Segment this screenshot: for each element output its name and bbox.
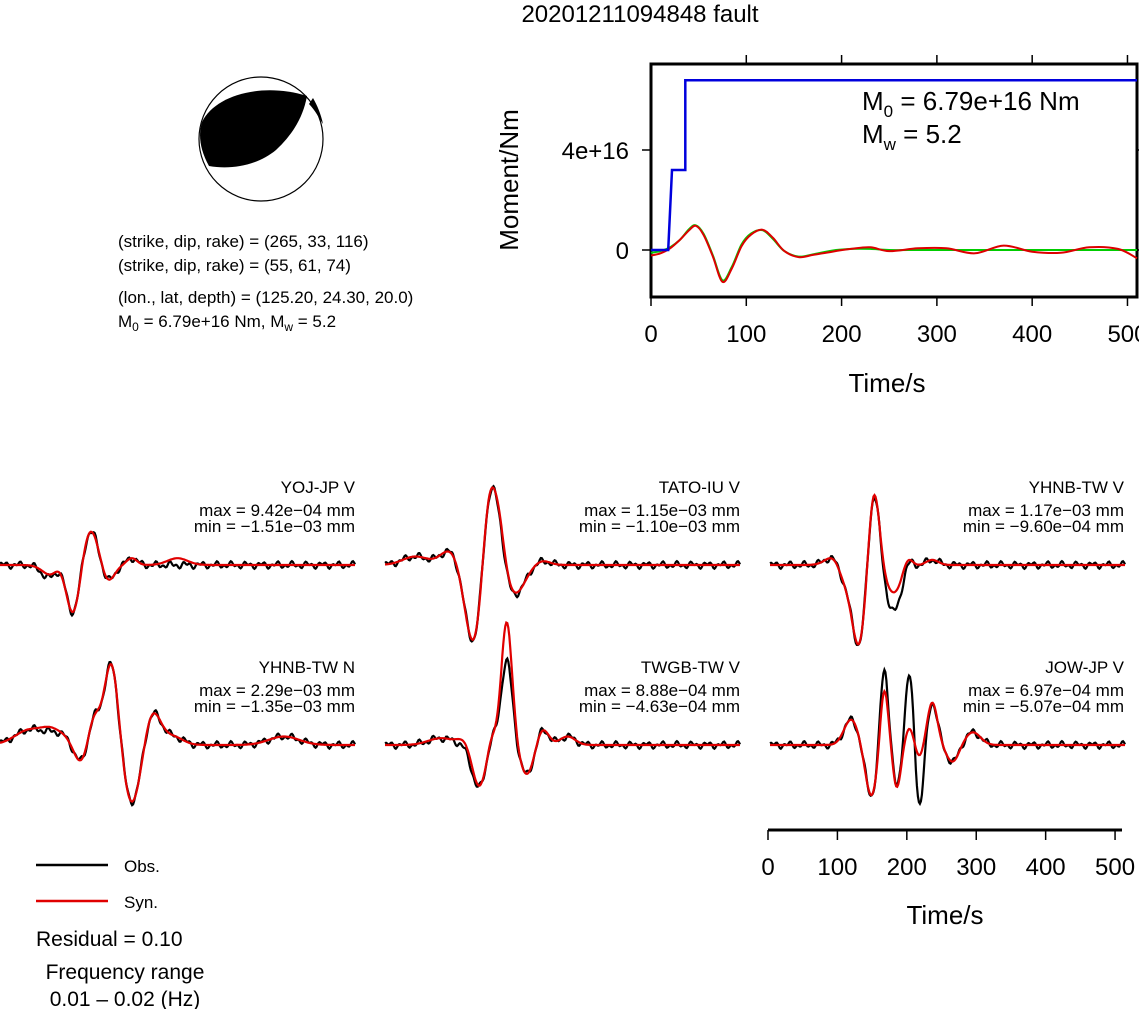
- station-label: TATO-IU V: [659, 478, 741, 497]
- frequency-range-value: 0.01 – 0.02 (Hz): [50, 988, 201, 1009]
- station-max: max = 2.29e−03 mm: [199, 681, 355, 700]
- station-max: max = 9.42e−04 mm: [199, 501, 355, 520]
- moment-x-tick-label: 300: [917, 321, 957, 348]
- station-min: min = −1.10e−03 mm: [579, 517, 740, 536]
- location-label: (lon., lat, depth) = (125.20, 24.30, 20.…: [118, 288, 413, 307]
- beachball: [198, 76, 324, 202]
- station-label: JOW-JP V: [1045, 658, 1124, 677]
- waveform-x-tick-label: 0: [761, 854, 774, 881]
- moment-x-tick-label: 0: [644, 321, 657, 348]
- synthetic-trace: [0, 530, 355, 614]
- moment-axes: 0 100 200 300 400 500 0 4e+16: [562, 55, 1139, 348]
- station-min: min = −1.35e−03 mm: [194, 697, 355, 716]
- moment-y-label: Moment/Nm: [494, 109, 524, 251]
- station-min: min = −1.51e−03 mm: [194, 517, 355, 536]
- moment-x-tick-label: 100: [726, 321, 766, 348]
- station-min: min = −5.07e−04 mm: [963, 697, 1124, 716]
- station-max: max = 1.15e−03 mm: [584, 501, 740, 520]
- nodal-plane-2: (strike, dip, rake) = (55, 61, 74): [118, 256, 351, 275]
- waveform-x-tick-label: 500: [1095, 854, 1135, 881]
- station-label: TWGB-TW V: [641, 658, 741, 677]
- residual-label: Residual = 0.10: [36, 928, 183, 951]
- synthetic-trace: [385, 621, 740, 787]
- station-max: max = 1.17e−03 mm: [968, 501, 1124, 520]
- waveform-x-tick-label: 300: [956, 854, 996, 881]
- station-label: YHNB-TW V: [1029, 478, 1125, 497]
- stf-synthetic-line: [650, 224, 1138, 284]
- waveform-x-tick-label: 200: [887, 854, 927, 881]
- station-max: max = 8.88e−04 mm: [584, 681, 740, 700]
- synthetic-trace: [384, 486, 740, 642]
- frequency-range-title: Frequency range: [46, 961, 205, 984]
- station-label: YHNB-TW N: [259, 658, 355, 677]
- synthetic-trace: [0, 662, 355, 803]
- moment-x-tick-label: 500: [1107, 321, 1139, 348]
- station-min: min = −9.60e−04 mm: [963, 517, 1124, 536]
- beachball-compression-area: [200, 90, 307, 168]
- moment-x-tick-label: 400: [1012, 321, 1052, 348]
- moment-plot: 010020030040050004e+16 M0 = 6.79e+16 Nm …: [494, 55, 1139, 398]
- waveform-x-label: Time/s: [906, 900, 983, 930]
- moment-y-tick-label: 4e+16: [562, 138, 629, 165]
- waveform-x-tick-label: 100: [817, 854, 857, 881]
- waveform-x-tick-label: 400: [1026, 854, 1066, 881]
- cumulative-moment-line: [651, 79, 1137, 252]
- moment-annotation-mw: Mw = 5.2: [862, 119, 962, 154]
- observed-trace: [384, 656, 741, 788]
- legend: Obs. Syn.: [36, 857, 160, 912]
- mechanism-info: (strike, dip, rake) = (265, 33, 116) (st…: [118, 232, 413, 334]
- nodal-plane-1: (strike, dip, rake) = (265, 33, 116): [118, 232, 369, 251]
- observed-trace: [0, 530, 356, 618]
- station-max: max = 6.97e−04 mm: [968, 681, 1124, 700]
- legend-syn-label: Syn.: [124, 893, 158, 912]
- station-min: min = −4.63e−04 mm: [579, 697, 740, 716]
- moment-x-tick-label: 200: [822, 321, 862, 348]
- moment-plot-frame: [649, 62, 1139, 299]
- synthetic-trace: [770, 493, 1125, 646]
- station-label: YOJ-JP V: [281, 478, 356, 497]
- beachball-compression-sliver: [309, 98, 323, 124]
- synthetic-trace: [770, 688, 1125, 797]
- legend-obs-label: Obs.: [124, 857, 160, 876]
- moment-y-tick-label: 0: [616, 238, 629, 265]
- moment-x-label: Time/s: [848, 368, 925, 398]
- waveform-time-axis: Time/s 0 100 200 300 400 500: [761, 828, 1135, 930]
- figure-title: 20201211094848 fault: [521, 1, 758, 28]
- moment-annotation-m0: M0 = 6.79e+16 Nm: [862, 86, 1080, 121]
- moment-magnitude-label: M0 = 6.79e+16 Nm, Mw = 5.2: [118, 312, 336, 334]
